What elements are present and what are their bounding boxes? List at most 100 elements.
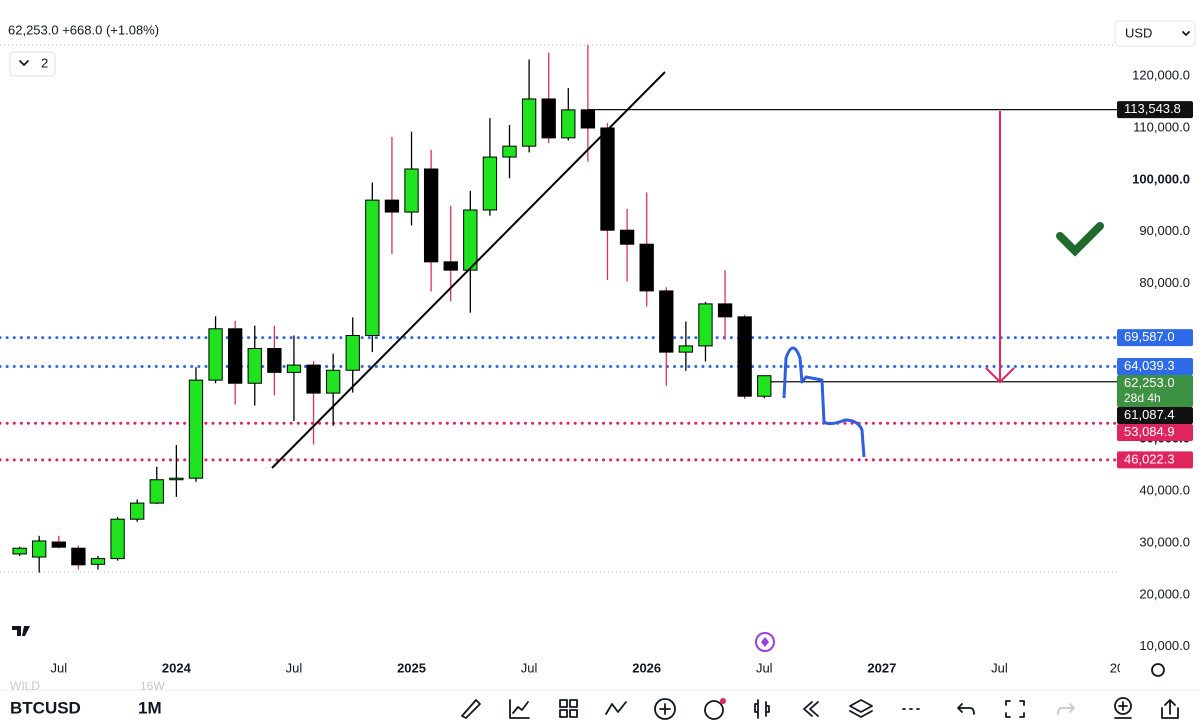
y-tick-label: 20,000.0	[1139, 586, 1190, 601]
ghost-symbol: WILD	[10, 679, 40, 693]
y-tick-label: 40,000.0	[1139, 483, 1190, 498]
currency-select[interactable]	[1114, 20, 1196, 47]
replay-tool[interactable]	[803, 701, 819, 717]
candle	[482, 118, 498, 216]
candle	[580, 44, 596, 162]
candle	[502, 124, 517, 179]
candle	[365, 182, 380, 353]
candle-body	[267, 347, 282, 373]
alert-tool[interactable]	[704, 700, 724, 720]
chevron	[19, 60, 29, 66]
check-mark	[1056, 222, 1104, 257]
candle-body	[757, 375, 772, 397]
candle-body	[561, 109, 576, 139]
candle	[698, 301, 713, 362]
candle-body	[737, 316, 752, 397]
level-label	[1117, 423, 1193, 441]
layers-tool[interactable]	[849, 699, 873, 718]
x-tick-label: Jul	[756, 660, 773, 675]
indicator-toggle[interactable]	[9, 51, 56, 77]
candle	[345, 317, 360, 393]
indicators-tool[interactable]	[509, 699, 530, 719]
candle-body	[541, 98, 556, 139]
level-label-text: 61,087.4	[1124, 407, 1175, 422]
candle-body	[600, 127, 615, 231]
ghost-timeframe: 16W	[140, 679, 165, 693]
compare-tool[interactable]	[605, 701, 627, 715]
candle	[678, 321, 694, 371]
price-label	[1117, 374, 1193, 407]
candle-body	[482, 156, 498, 211]
candle	[306, 360, 321, 445]
candle-body	[188, 379, 204, 479]
candle	[51, 535, 66, 549]
candle-body	[306, 364, 321, 394]
redo[interactable]	[1057, 703, 1075, 715]
candle	[90, 556, 106, 570]
symbol[interactable]: BTCUSD	[10, 698, 81, 717]
level-label-text: 113,543.8	[1124, 101, 1181, 116]
candle-body	[619, 229, 635, 245]
level-label-text: 46,022.3	[1124, 451, 1175, 466]
add-tool[interactable]	[654, 698, 676, 720]
x-tick-label: Jul	[286, 660, 303, 675]
candle-body	[521, 98, 537, 147]
candle	[169, 444, 184, 497]
candle	[443, 205, 458, 302]
candle-body	[71, 547, 86, 566]
level-label	[1117, 329, 1193, 347]
candle	[639, 192, 654, 307]
y-tick-label: 10,000.0	[1139, 638, 1190, 653]
undo[interactable]	[957, 703, 975, 715]
candle-body	[32, 540, 47, 558]
candle-body	[717, 303, 733, 318]
candle-body	[345, 335, 360, 371]
settings-icon[interactable]	[1151, 663, 1165, 677]
candle	[110, 517, 125, 561]
candle-body	[639, 243, 654, 292]
candle-body	[208, 328, 223, 381]
candle-body	[443, 261, 458, 271]
timeframe[interactable]: 1M	[138, 698, 162, 717]
y-tick-label: 80,000.0	[1139, 275, 1190, 290]
trend-line[interactable]	[271, 71, 666, 469]
candle-body	[384, 199, 400, 213]
y-axis: 10,000.020,000.030,000.040,000.050,000.0…	[1132, 68, 1190, 654]
candle-body	[463, 209, 478, 271]
level-label	[1117, 406, 1193, 424]
sparkle	[761, 637, 769, 647]
candle	[325, 353, 341, 426]
candle	[423, 149, 439, 292]
candle-body	[247, 347, 262, 384]
indicator-count: 2	[41, 55, 48, 70]
watchlist-add[interactable]	[1114, 697, 1132, 715]
candle	[32, 535, 47, 573]
candle	[188, 367, 204, 482]
candle	[600, 122, 615, 281]
candle	[561, 88, 576, 141]
draw-tool[interactable]	[461, 699, 481, 719]
currency: USD	[1125, 25, 1152, 40]
candle	[619, 208, 635, 282]
x-tick-label: Jul	[50, 660, 67, 675]
fullscreen[interactable]	[1005, 700, 1025, 718]
path-drawing[interactable]	[782, 346, 866, 458]
layout-tool[interactable]	[559, 699, 578, 718]
share[interactable]	[1161, 699, 1179, 719]
candle-body	[423, 168, 439, 263]
assistant-icon[interactable]	[755, 632, 775, 652]
arrow-head	[985, 367, 1015, 384]
candle	[659, 287, 674, 386]
x-tick-label: 2025	[397, 660, 426, 675]
logo	[12, 626, 30, 636]
level-label	[1117, 357, 1193, 375]
x-tick-label: Jul	[521, 660, 538, 675]
y-tick-label: 100,000.0	[1132, 171, 1190, 186]
candle-body	[286, 364, 302, 373]
candles-tool[interactable]	[754, 699, 770, 719]
candle	[247, 325, 262, 406]
candle-body	[325, 369, 341, 394]
candle	[757, 375, 772, 399]
